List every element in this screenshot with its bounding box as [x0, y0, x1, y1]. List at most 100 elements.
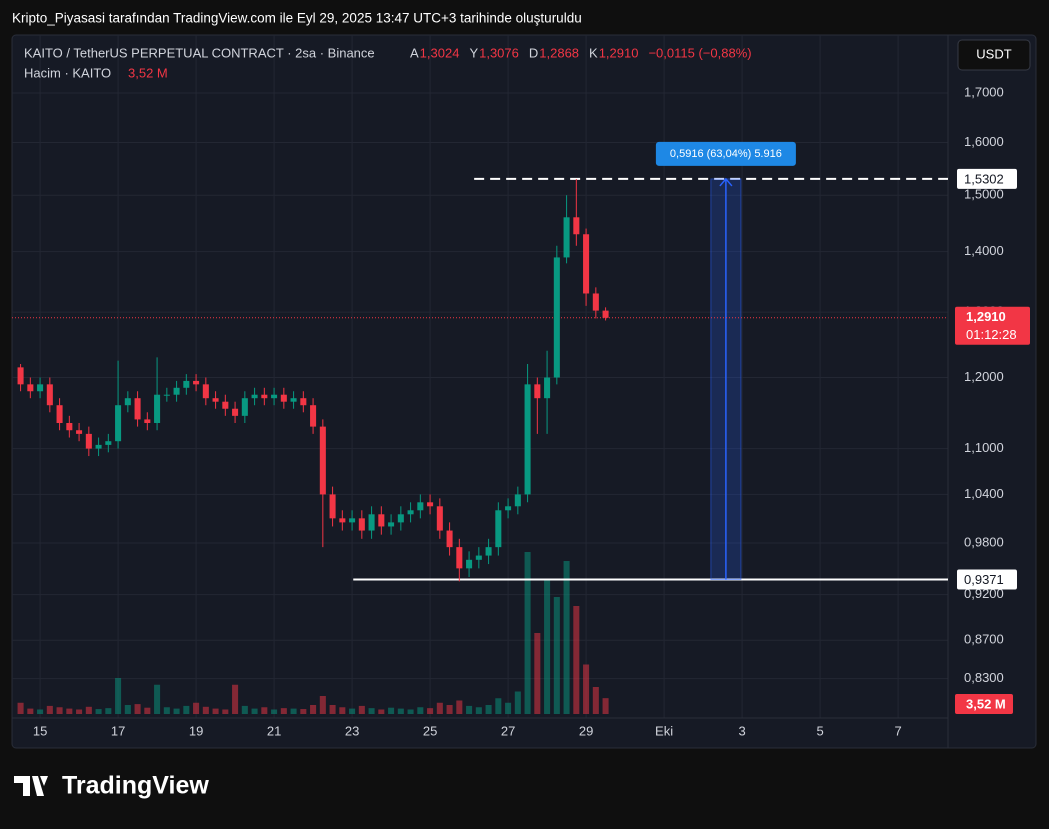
change-value: −0,0115 (−0,88%): [648, 45, 751, 60]
candle-body: [602, 310, 609, 318]
candle-body: [46, 384, 53, 406]
volume-badge-label: 3,52 M: [966, 696, 1006, 711]
volume-bar: [505, 702, 512, 714]
y-tick-label: 1,1000: [964, 440, 1004, 455]
volume-bar: [193, 702, 200, 714]
x-tick-label: 19: [189, 723, 203, 738]
volume-bar: [427, 708, 434, 714]
x-tick-label: 25: [423, 723, 437, 738]
volume-bar: [115, 678, 122, 714]
candle-body: [300, 398, 307, 406]
price-countdown: 01:12:28: [966, 327, 1017, 342]
candle-body: [124, 398, 131, 406]
x-tick-label: 21: [267, 723, 281, 738]
volume-bar: [37, 709, 44, 714]
candle-body: [544, 377, 551, 399]
volume-bar: [524, 552, 531, 714]
candle-body: [514, 494, 521, 507]
volume-bar: [173, 708, 180, 714]
volume-bar: [261, 707, 268, 714]
y-tick-label: 0,8700: [964, 632, 1004, 647]
candle-body: [85, 433, 92, 449]
volume-bar: [534, 633, 541, 714]
volume-bar: [573, 606, 580, 714]
ohlc-legend: A 1,3024 Y 1,3076 D 1,2868 K 1,2910 −0,0115 (−0,…: [410, 45, 752, 60]
candle-body: [144, 419, 151, 424]
volume-bar: [76, 709, 83, 714]
line-badge-label: 0,9371: [964, 572, 1004, 587]
candle-body: [378, 514, 385, 527]
candle-body: [329, 494, 336, 519]
candle-body: [495, 510, 502, 548]
volume-bar: [105, 708, 112, 714]
candle-body: [193, 380, 200, 385]
candle-body: [261, 394, 268, 399]
price-badge: [955, 306, 1030, 345]
volume-bar: [475, 707, 482, 714]
candle-body: [339, 518, 346, 523]
candle-body: [27, 384, 34, 392]
volume-bar: [378, 709, 385, 714]
candle-body: [368, 514, 375, 531]
volume-bar: [553, 597, 560, 714]
y-tick-label: 0,9800: [964, 534, 1004, 549]
currency-label: USDT: [976, 46, 1011, 61]
volume-bar: [163, 707, 170, 714]
volume-bar: [417, 707, 424, 714]
volume-bar: [46, 705, 53, 714]
line-badge-label: 1,5302: [964, 171, 1004, 186]
candle-body: [427, 502, 434, 507]
volume-bar: [329, 705, 336, 714]
candle-body: [95, 444, 102, 449]
candle-body: [163, 394, 170, 396]
brand-logo: [14, 776, 48, 796]
volume-bar: [124, 705, 131, 714]
volume-bar: [154, 684, 161, 714]
candle-body: [76, 430, 83, 434]
candle-body: [17, 367, 24, 385]
volume-bar: [251, 708, 258, 714]
volume-bar: [446, 705, 453, 714]
volume-bar: [485, 705, 492, 714]
candle-body: [115, 405, 122, 442]
volume-bar: [319, 696, 326, 714]
candle-body: [271, 394, 278, 399]
candle-body: [573, 217, 580, 235]
ohlc-key: A: [410, 45, 419, 60]
volume-bar: [339, 707, 346, 714]
candle-body: [251, 394, 258, 399]
y-tick-label: 1,5000: [964, 187, 1004, 202]
candle-body: [183, 380, 190, 388]
candle-body: [56, 405, 63, 424]
candle-body: [563, 217, 570, 258]
ohlc-value: 1,2910: [599, 45, 639, 60]
volume-bar: [514, 691, 521, 714]
volume-bar: [368, 708, 375, 714]
candle-body: [319, 426, 326, 495]
candle-body: [202, 384, 209, 399]
volume-bar: [232, 684, 239, 714]
candle-body: [173, 387, 180, 395]
candle-body: [583, 234, 590, 294]
candle-body: [349, 518, 356, 523]
candle-body: [222, 401, 229, 409]
volume-bar: [436, 702, 443, 714]
ohlc-key: Y: [469, 45, 478, 60]
currency-button[interactable]: [957, 39, 1031, 71]
volume-bar: [202, 706, 209, 714]
volume-bar: [66, 708, 73, 714]
volume-bar: [144, 707, 151, 714]
volume-bar: [134, 704, 141, 714]
symbol-title: KAITO / TetherUS PERPETUAL CONTRACT · 2s…: [24, 45, 375, 60]
volume-bar: [563, 561, 570, 714]
volume-bar: [349, 708, 356, 714]
x-tick-label: Eki: [655, 723, 673, 738]
candle-body: [290, 398, 297, 402]
volume-bar: [183, 705, 190, 714]
volume-bar: [592, 687, 599, 714]
x-tick-label: 3: [738, 723, 745, 738]
candle-body: [553, 257, 560, 378]
ohlc-value: 1,3024: [420, 45, 460, 60]
candle-body: [232, 408, 239, 416]
